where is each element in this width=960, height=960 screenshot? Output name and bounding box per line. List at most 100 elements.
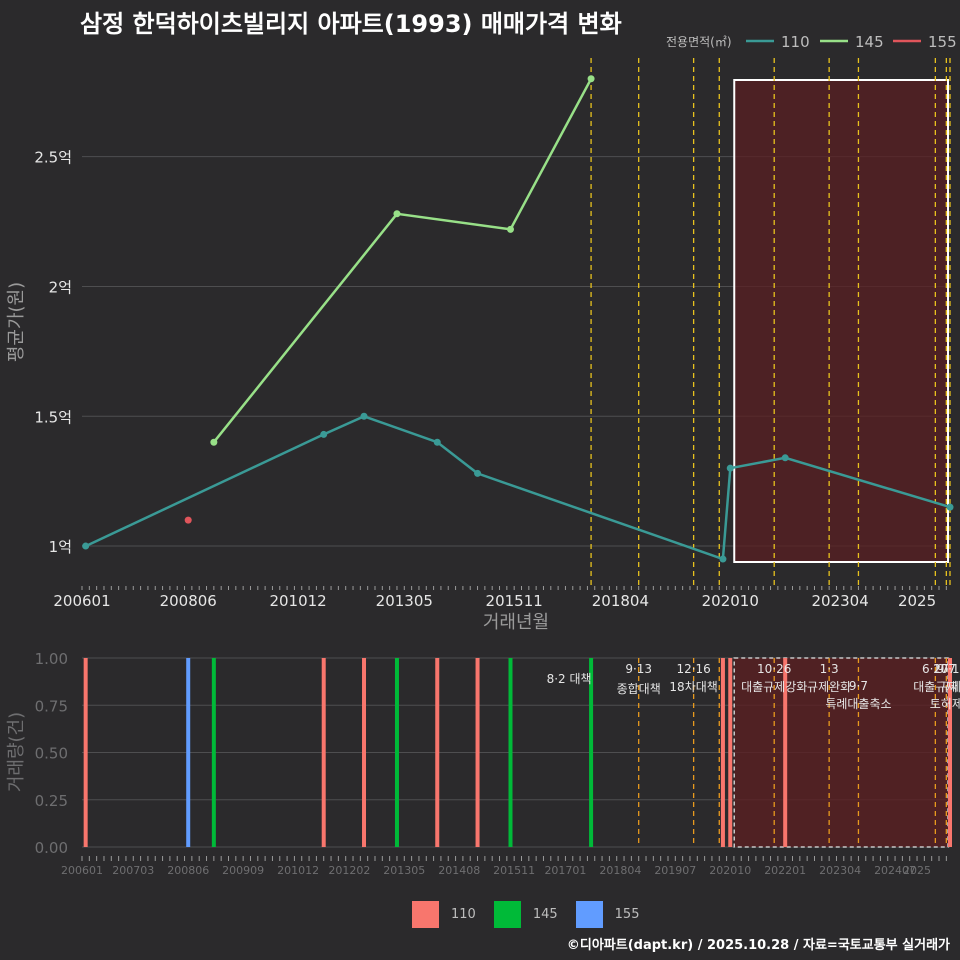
bar-x-tick-label: 202407 bbox=[874, 864, 916, 877]
x-tick-label: 202304 bbox=[811, 592, 868, 610]
policy-label: 9·13 bbox=[625, 662, 652, 676]
x-tick-label: 200806 bbox=[160, 592, 217, 610]
bar-y-tick-label: 0.75 bbox=[35, 697, 68, 715]
y-tick-label: 1.5억 bbox=[34, 408, 72, 426]
bar-110 bbox=[435, 658, 440, 847]
bar-highlight-range-box bbox=[733, 657, 949, 848]
policy-label: 12·16 bbox=[676, 662, 710, 676]
data-point-110 bbox=[320, 430, 328, 438]
data-point-145 bbox=[393, 210, 401, 218]
legend-label-155: 155 bbox=[614, 906, 640, 922]
data-point-110 bbox=[781, 454, 789, 462]
bar-x-tick-label: 2025 bbox=[903, 864, 931, 877]
bar-145 bbox=[394, 658, 399, 847]
legend-label-155: 155 bbox=[928, 33, 957, 51]
bar-legend: 110 145 155 bbox=[412, 900, 657, 928]
policy-sublabel: 대출규제강화 bbox=[741, 680, 807, 694]
bar-x-tick-label: 201012 bbox=[277, 864, 319, 877]
bar-110 bbox=[720, 658, 725, 847]
y-tick-label: 1억 bbox=[49, 538, 72, 556]
bar-145 bbox=[211, 658, 216, 847]
policy-sublabel: 토허제 bbox=[930, 697, 960, 711]
data-point-145 bbox=[210, 438, 218, 446]
policy-label: 1·3 bbox=[820, 662, 839, 676]
bar-x-tick-label: 202201 bbox=[764, 864, 806, 877]
policy-label: 6·27 bbox=[922, 662, 949, 676]
bar-x-tick-label: 201804 bbox=[599, 864, 641, 877]
y-tick-label: 2억 bbox=[49, 278, 72, 296]
legend-swatch-110 bbox=[412, 900, 439, 928]
data-point-110 bbox=[946, 503, 954, 511]
policy-label: 8·2 대책 bbox=[547, 671, 592, 686]
bar-y-tick-label: 0.50 bbox=[35, 745, 68, 763]
x-tick-label: 201305 bbox=[376, 592, 433, 610]
bar-110 bbox=[948, 658, 952, 847]
series-line-145 bbox=[212, 78, 593, 443]
legend-label-145: 145 bbox=[532, 906, 558, 922]
bar-110 bbox=[321, 658, 326, 847]
bar-x-tick-label: 201511 bbox=[493, 864, 535, 877]
legend-swatch-145 bbox=[493, 900, 521, 928]
legend-label-145: 145 bbox=[855, 33, 884, 51]
bar-x-tick-label: 201305 bbox=[383, 864, 425, 877]
x-tick-label: 201511 bbox=[486, 592, 543, 610]
data-point-145 bbox=[587, 75, 595, 83]
x-tick-label: 201012 bbox=[269, 592, 326, 610]
bar-110 bbox=[783, 658, 788, 847]
bar-y-tick-label: 1.00 bbox=[35, 650, 68, 668]
data-point-110 bbox=[433, 438, 441, 446]
legend-swatch-155 bbox=[575, 900, 603, 928]
bar-x-tick-label: 200806 bbox=[167, 864, 209, 877]
bar-y-axis-title: 거래량(건) bbox=[6, 712, 27, 792]
policy-sublabel: 종합대책 bbox=[617, 681, 661, 696]
policy-sublabel: 18차대책 bbox=[669, 679, 717, 694]
data-point-110 bbox=[360, 412, 368, 420]
data-point-155 bbox=[184, 516, 192, 524]
bar-y-tick-label: 0.25 bbox=[35, 792, 68, 810]
bar-110 bbox=[83, 658, 88, 847]
y-tick-label: 2.5억 bbox=[34, 149, 72, 167]
x-tick-label: 200601 bbox=[53, 592, 110, 610]
bar-x-tick-label: 201408 bbox=[438, 864, 480, 877]
x-axis-title: 거래년월 bbox=[483, 612, 549, 633]
bar-x-tick-label: 201701 bbox=[544, 864, 586, 877]
bar-legend-item-110: 110 bbox=[412, 900, 476, 928]
bar-x-tick-label: 200703 bbox=[112, 864, 154, 877]
policy-label: 10·15 bbox=[933, 662, 960, 676]
bar-x-tick-label: 201202 bbox=[328, 864, 370, 877]
policy-sublabel: 규제완화 bbox=[807, 680, 851, 694]
policy-label: 9·7 bbox=[937, 662, 956, 676]
policy-sublabel: 규제 bbox=[939, 680, 960, 694]
legend-title: 전용면적(㎡) bbox=[666, 35, 732, 49]
bar-legend-item-155: 155 bbox=[575, 900, 640, 928]
bar-145 bbox=[508, 658, 513, 847]
policy-sublabel: 특례대출축소 bbox=[825, 697, 891, 711]
bar-x-tick-label: 202010 bbox=[709, 864, 751, 877]
highlight-range-box bbox=[733, 79, 950, 563]
bar-110 bbox=[728, 658, 733, 847]
bar-x-tick-label: 202304 bbox=[819, 864, 861, 877]
bar-x-tick-label: 200909 bbox=[222, 864, 264, 877]
policy-sublabel: 대출규제 bbox=[913, 680, 957, 694]
bar-x-tick-label: 200601 bbox=[61, 864, 103, 877]
policy-label: 9·7 bbox=[849, 679, 868, 693]
bar-x-tick-label: 201907 bbox=[654, 864, 696, 877]
source-caption: ©디아파트(dapt.kr) / 2025.10.28 / 자료=국토교통부 실… bbox=[566, 938, 950, 953]
legend-label-110: 110 bbox=[781, 33, 810, 51]
bar-110 bbox=[362, 658, 367, 847]
x-tick-label: 2025 bbox=[898, 592, 936, 610]
bar-y-tick-label: 0.00 bbox=[35, 839, 68, 857]
chart-title: 삼정 한덕하이츠빌리지 아파트(1993) 매매가격 변화 bbox=[80, 10, 622, 38]
bar-110 bbox=[475, 658, 480, 847]
data-point-110 bbox=[82, 542, 90, 550]
legend-label-110: 110 bbox=[451, 906, 476, 922]
x-tick-label: 201804 bbox=[592, 592, 649, 610]
data-point-110 bbox=[474, 469, 482, 477]
x-tick-label: 202010 bbox=[702, 592, 759, 610]
data-point-145 bbox=[507, 225, 515, 233]
y-axis-title: 평균가(원) bbox=[6, 282, 27, 362]
bar-legend-item-145: 145 bbox=[493, 900, 558, 928]
policy-label: 10·26 bbox=[757, 662, 791, 676]
